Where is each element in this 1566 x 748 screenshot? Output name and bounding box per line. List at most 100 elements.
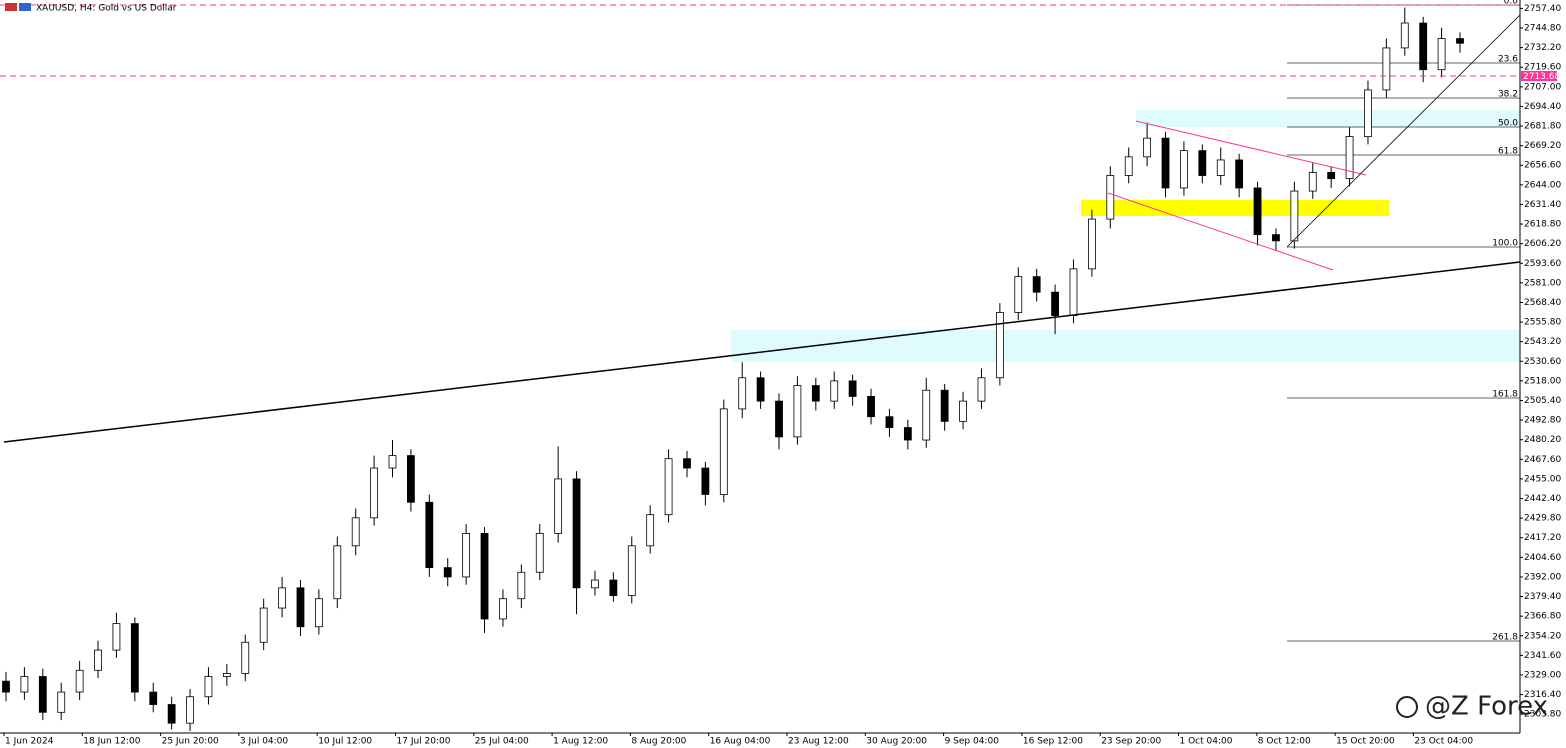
candle-body <box>1161 137 1170 189</box>
candle-body <box>572 478 581 589</box>
channel-lower <box>1107 192 1334 271</box>
candle-body <box>149 691 158 705</box>
y-tick-label: 2316.40 <box>1524 690 1561 700</box>
support-zone <box>731 330 1520 362</box>
candle-body <box>425 501 434 569</box>
candle-body <box>204 676 213 698</box>
x-tick-label: 30 Aug 20:00 <box>866 737 927 747</box>
y-tick-label: 2329.00 <box>1524 670 1561 680</box>
channel-upper <box>1135 120 1367 176</box>
watermark-icon <box>1396 696 1418 718</box>
candle-body <box>1198 150 1207 176</box>
candle-body <box>1235 159 1244 189</box>
x-tick-label: 16 Aug 04:00 <box>710 737 771 747</box>
candle-body <box>167 704 176 724</box>
candle-body <box>940 389 949 422</box>
candle-body <box>609 579 618 597</box>
y-tick-label: 2530.60 <box>1524 357 1561 367</box>
y-tick-label: 2303.80 <box>1524 710 1561 720</box>
fibonacci: 0.0 23.6 38.2 50.0 61.8 100.0 161.8 261.8 <box>1287 0 1520 643</box>
candle-body <box>1051 291 1059 316</box>
y-tick-label: 2732.20 <box>1524 43 1561 53</box>
candle-body <box>112 623 121 651</box>
candle-body <box>1014 276 1023 313</box>
fib-label: 0.0 <box>1504 0 1519 7</box>
y-tick-label: 2631.40 <box>1524 200 1561 210</box>
candle-body <box>351 517 360 547</box>
x-tick-label: 8 Oct 12:00 <box>1258 737 1311 747</box>
watermark: @Z Forex <box>1425 692 1548 722</box>
candle-body <box>1272 234 1280 242</box>
fib-trend-line <box>1286 14 1521 248</box>
candle-body <box>554 478 563 534</box>
x-tick-label: 25 Jul 04:00 <box>475 737 529 747</box>
x-tick-label: 8 Aug 20:00 <box>631 737 686 747</box>
y-tick-label: 2518.00 <box>1524 376 1561 386</box>
y-tick-label: 2581.00 <box>1524 278 1561 288</box>
y-tick-label: 2694.40 <box>1524 102 1561 112</box>
y-tick-label: 2744.80 <box>1524 24 1561 34</box>
y-tick-label: 2366.80 <box>1524 612 1561 622</box>
y-tick-label: 2644.00 <box>1524 180 1561 190</box>
x-tick-label: 18 Jun 12:00 <box>83 737 140 747</box>
candle-body <box>296 587 305 628</box>
y-tick-label: 2707.00 <box>1524 82 1561 92</box>
fib-label: 23.6 <box>1498 55 1518 65</box>
candle-body <box>1419 22 1428 71</box>
candle-body <box>1290 190 1299 242</box>
candle-body <box>793 385 802 438</box>
candle-body <box>186 696 194 724</box>
candle-body <box>278 587 286 609</box>
x-tick-label: 15 Oct 20:00 <box>1336 737 1395 747</box>
symbol-icon <box>19 3 31 11</box>
y-tick-label: 2543.20 <box>1524 337 1561 347</box>
candle-body <box>38 676 47 713</box>
fib-label: 261.8 <box>1492 633 1518 643</box>
candle-body <box>1143 137 1152 158</box>
x-tick-label: 9 Sep 04:00 <box>945 737 1000 747</box>
candle-body <box>1437 38 1446 71</box>
y-tick-label: 2593.60 <box>1524 259 1561 269</box>
y-tick-label: 2656.60 <box>1524 161 1561 171</box>
y-tick-label: 2669.20 <box>1524 141 1561 151</box>
candle-body <box>517 571 526 600</box>
candle-body <box>1456 38 1464 44</box>
candle-body <box>664 458 673 516</box>
candle-body <box>57 691 66 713</box>
candle-body <box>222 673 231 677</box>
current-price: 2713.68 <box>1523 72 1560 82</box>
y-tick-label: 2442.40 <box>1524 494 1561 504</box>
y-tick-label: 2492.80 <box>1524 416 1561 426</box>
x-tick-label: 16 Sep 12:00 <box>1023 737 1083 747</box>
y-tick-label: 2417.20 <box>1524 533 1561 543</box>
candle-body <box>241 641 250 674</box>
candle-body <box>20 676 29 693</box>
y-tick-label: 2354.20 <box>1524 631 1561 641</box>
candle-body <box>2 680 10 693</box>
y-tick-label: 2505.40 <box>1524 396 1561 406</box>
candle-body <box>443 567 452 578</box>
x-tick-label: 23 Oct 04:00 <box>1414 737 1473 747</box>
candle-body <box>1106 175 1115 220</box>
candle-body <box>1032 276 1041 293</box>
candle-body <box>407 455 415 503</box>
y-tick-label: 2480.20 <box>1524 435 1561 445</box>
candle-body <box>646 514 655 547</box>
candle-body <box>885 416 894 428</box>
candle-body <box>591 579 599 589</box>
y-tick-label: 2341.60 <box>1524 651 1561 661</box>
candle-body <box>1327 171 1336 180</box>
candle-body <box>370 467 379 519</box>
candle-body <box>738 377 747 410</box>
y-tick-label: 2555.80 <box>1524 318 1561 328</box>
x-tick-label: 23 Sep 20:00 <box>1101 737 1161 747</box>
demand-zone <box>1081 200 1389 216</box>
chart-title: XAUUSD, H4: Gold vs US Dollar <box>36 4 177 14</box>
trend-line <box>3 261 1521 443</box>
candle-body <box>1216 159 1225 176</box>
fib-label: 38.2 <box>1498 90 1518 100</box>
y-tick-label: 2379.40 <box>1524 592 1561 602</box>
candle-body <box>259 607 268 643</box>
candle-body <box>1124 156 1133 176</box>
